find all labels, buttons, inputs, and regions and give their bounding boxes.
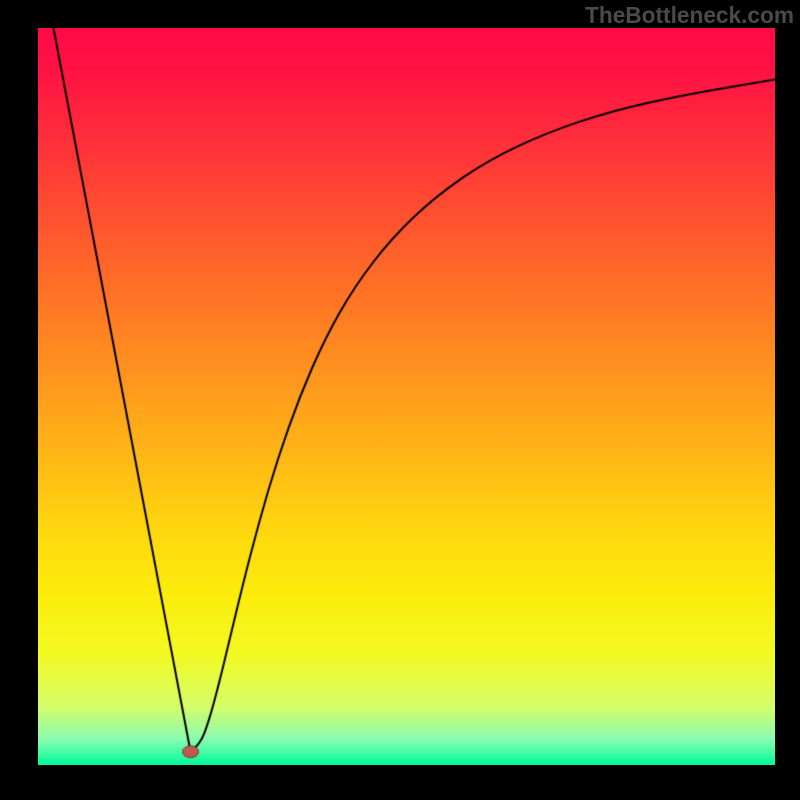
chart-container: TheBottleneck.com [0, 0, 800, 800]
minimum-marker-icon [38, 28, 775, 765]
plot-area [38, 28, 775, 765]
watermark-text: TheBottleneck.com [585, 0, 800, 29]
